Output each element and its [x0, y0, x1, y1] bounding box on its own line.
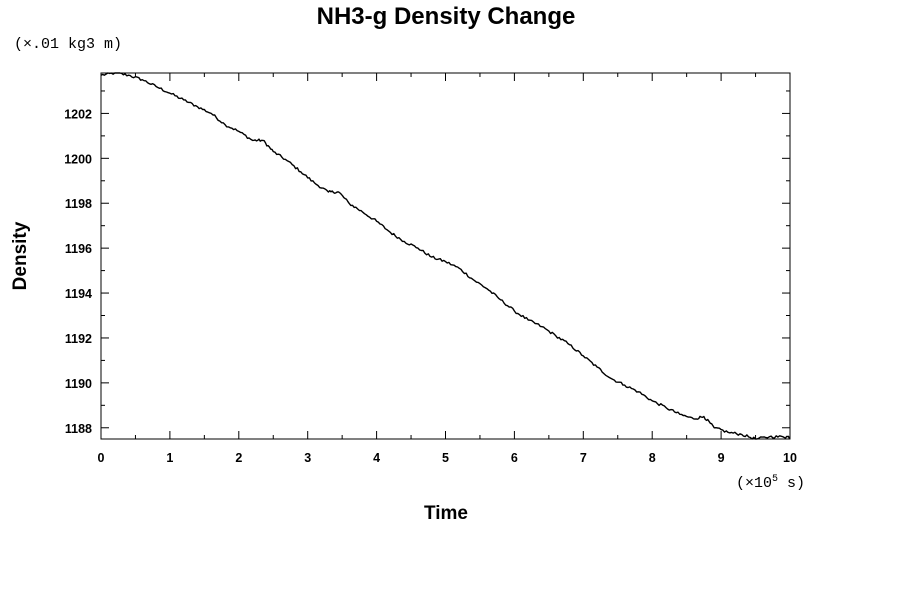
x-tick-label: 0: [98, 451, 105, 465]
x-axis-label: Time: [424, 503, 468, 524]
x-tick-label: 4: [373, 451, 380, 465]
y-tick-label: 1200: [64, 152, 92, 166]
y-tick-label: 1190: [65, 377, 92, 391]
plot-frame: [100, 72, 791, 440]
y-unit-label: (×.01 kg3 m): [14, 36, 122, 53]
y-tick-label: 1188: [65, 422, 92, 436]
x-tick-label: 2: [235, 451, 242, 465]
y-tick-label: 1198: [65, 197, 92, 211]
x-unit-suffix: s): [778, 475, 805, 492]
chart-title: NH3-g Density Change: [317, 3, 576, 30]
y-axis-label: Density: [10, 221, 31, 290]
series-line: [100, 72, 791, 440]
y-tick-label: 1202: [64, 107, 92, 121]
x-tick-label: 1: [166, 451, 173, 465]
x-tick-label: 10: [783, 451, 797, 465]
tick-labels: 0 1 2 3 4 5 6 7 8 9 10 1188 1190 1192 1194 1196 1198 1200…: [64, 107, 797, 465]
x-tick-label: 5: [442, 451, 449, 465]
y-tick-label: 1194: [65, 287, 92, 301]
x-unit-exponent: 5: [772, 474, 778, 485]
axis-ticks: [100, 73, 791, 439]
x-unit-label: (×105 s): [736, 474, 805, 492]
x-tick-label: 3: [304, 451, 311, 465]
y-tick-label: 1192: [65, 332, 92, 346]
x-tick-label: 7: [580, 451, 587, 465]
x-tick-label: 9: [718, 451, 725, 465]
x-unit-prefix: (×10: [736, 475, 772, 492]
x-tick-label: 6: [511, 451, 518, 465]
y-tick-label: 1196: [65, 242, 92, 256]
x-tick-label: 8: [649, 451, 656, 465]
